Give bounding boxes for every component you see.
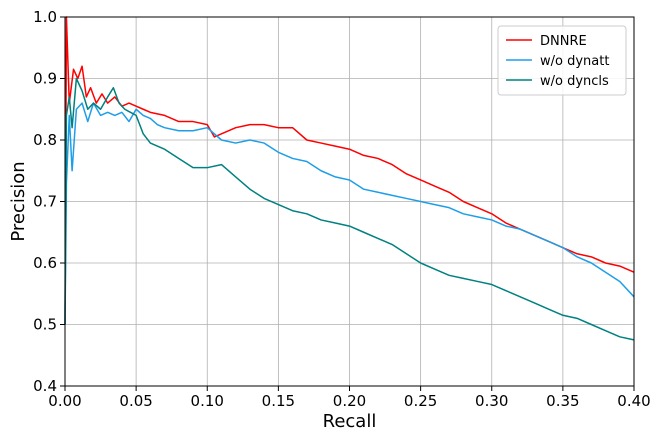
x-tick-label: 0.00	[48, 392, 81, 410]
series-lines	[64, 16, 635, 341]
y-axis-title: Precision	[8, 161, 29, 241]
y-tick-label: 0.8	[33, 131, 57, 149]
legend-box	[497, 25, 627, 96]
y-tick-label: 0.6	[33, 254, 57, 272]
x-tick-label: 0.35	[546, 392, 579, 410]
y-tick-label: 1.0	[33, 8, 57, 26]
legend-label: w/o dyncls	[540, 74, 609, 89]
series-line-1	[64, 102, 635, 325]
legend-entries: DNNRE w/o dynatt w/o dyncls	[506, 34, 609, 89]
y-tick-label: 0.4	[33, 377, 57, 395]
legend-label: DNNRE	[540, 34, 587, 49]
x-tick-label: 0.05	[119, 392, 152, 410]
legend: DNNRE w/o dynatt w/o dyncls	[497, 25, 627, 96]
x-tick-label: 0.30	[475, 392, 508, 410]
y-tick-label: 0.7	[33, 193, 57, 211]
x-tick-label: 0.25	[404, 392, 437, 410]
axis-ticks: 0.00 0.05 0.10 0.15 0.20 0.25 0.30 0.35 0.40 0.4 0…	[33, 8, 651, 410]
y-tick-label: 0.5	[33, 316, 57, 334]
series-line-2	[64, 77, 635, 341]
series-line-0	[64, 16, 635, 325]
x-tick-label: 0.15	[262, 392, 295, 410]
x-axis-title: Recall	[323, 411, 377, 432]
legend-label: w/o dynatt	[540, 54, 609, 69]
x-tick-label: 0.10	[191, 392, 224, 410]
x-tick-label: 0.20	[333, 392, 366, 410]
y-tick-label: 0.9	[33, 70, 57, 88]
x-tick-label: 0.40	[617, 392, 650, 410]
